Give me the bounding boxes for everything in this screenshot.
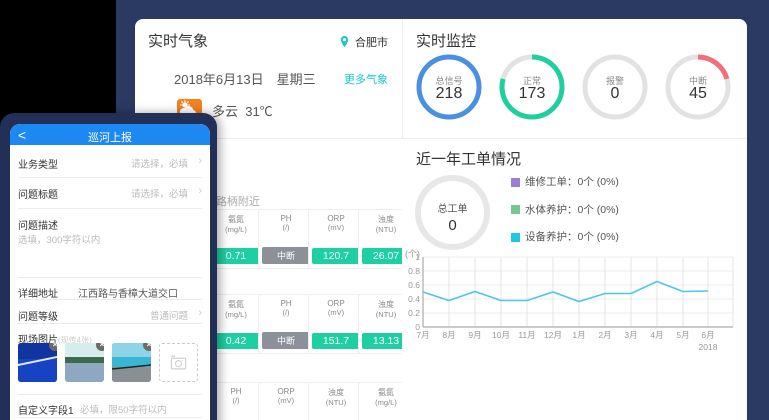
svg-text:3月: 3月 bbox=[624, 330, 637, 340]
svg-text:2018: 2018 bbox=[699, 342, 718, 352]
svg-text:7月: 7月 bbox=[416, 330, 429, 340]
svg-text:8月: 8月 bbox=[442, 330, 455, 340]
svg-text:5月: 5月 bbox=[676, 330, 689, 340]
svg-text:0.6: 0.6 bbox=[408, 280, 420, 290]
svg-text:10月: 10月 bbox=[492, 330, 510, 340]
svg-text:9月: 9月 bbox=[468, 330, 481, 340]
svg-text:12月: 12月 bbox=[544, 330, 562, 340]
svg-text:11月: 11月 bbox=[518, 330, 535, 340]
svg-text:0.2: 0.2 bbox=[408, 308, 420, 318]
svg-text:2月: 2月 bbox=[598, 330, 611, 340]
svg-text:0.8: 0.8 bbox=[408, 266, 420, 276]
svg-text:6月: 6月 bbox=[701, 330, 714, 340]
svg-text:1月: 1月 bbox=[572, 330, 585, 340]
svg-text:0.4: 0.4 bbox=[408, 294, 420, 304]
svg-text:4月: 4月 bbox=[650, 330, 663, 340]
